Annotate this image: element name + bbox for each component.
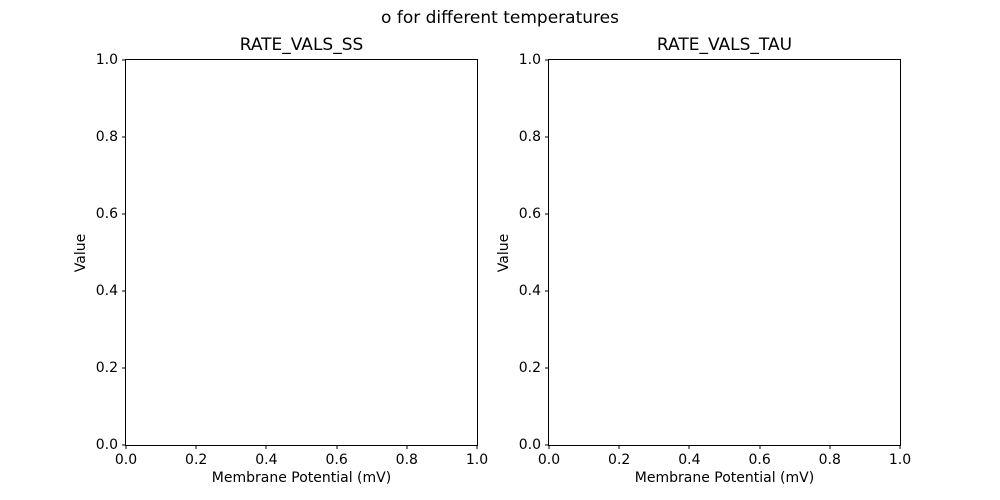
x-tick-mark bbox=[899, 445, 901, 449]
x-tick-label: 0.0 bbox=[537, 452, 561, 468]
y-tick-mark bbox=[545, 136, 549, 138]
y-tick-label: 0.2 bbox=[518, 360, 541, 376]
x-tick-mark bbox=[195, 445, 197, 449]
x-tick-mark bbox=[406, 445, 408, 449]
x-tick-label: 0.8 bbox=[395, 452, 418, 468]
y-tick-label: 0.8 bbox=[518, 129, 541, 145]
y-axis-label: Value bbox=[496, 233, 512, 272]
figure-suptitle: o for different temperatures bbox=[381, 8, 619, 28]
y-tick-mark bbox=[545, 444, 549, 446]
x-tick-mark bbox=[336, 445, 338, 449]
x-tick-mark bbox=[759, 445, 761, 449]
y-tick-mark bbox=[545, 59, 549, 61]
y-tick-mark bbox=[545, 367, 549, 369]
x-tick-mark bbox=[618, 445, 620, 449]
y-tick-label: 0.6 bbox=[518, 206, 541, 222]
x-tick-label: 0.6 bbox=[748, 452, 771, 468]
y-tick-label: 0.0 bbox=[518, 437, 541, 453]
x-tick-mark bbox=[688, 445, 690, 449]
y-tick-label: 0.6 bbox=[95, 206, 118, 222]
x-tick-label: 1.0 bbox=[888, 452, 912, 468]
subplot-title: RATE_VALS_TAU bbox=[656, 35, 793, 55]
y-tick-mark bbox=[122, 367, 126, 369]
x-tick-mark bbox=[265, 445, 267, 449]
x-tick-mark bbox=[125, 445, 127, 449]
y-tick-mark bbox=[122, 59, 126, 61]
x-tick-label: 0.2 bbox=[185, 452, 208, 468]
y-tick-mark bbox=[545, 213, 549, 215]
y-tick-label: 1.0 bbox=[95, 52, 118, 68]
x-tick-mark bbox=[476, 445, 478, 449]
y-tick-mark bbox=[122, 136, 126, 138]
x-tick-label: 0.6 bbox=[325, 452, 348, 468]
x-tick-label: 0.8 bbox=[818, 452, 841, 468]
subplot-rate-vals-ss: RATE_VALS_SS Membrane Potential (mV) Val… bbox=[73, 35, 488, 486]
x-axis-label: Membrane Potential (mV) bbox=[634, 470, 815, 486]
y-tick-mark bbox=[122, 213, 126, 215]
x-tick-label: 0.4 bbox=[678, 452, 701, 468]
x-axis-label: Membrane Potential (mV) bbox=[211, 470, 392, 486]
y-tick-label: 0.4 bbox=[95, 283, 118, 299]
y-tick-mark bbox=[122, 444, 126, 446]
y-tick-label: 0.2 bbox=[95, 360, 118, 376]
y-tick-label: 0.0 bbox=[95, 437, 118, 453]
y-tick-label: 0.4 bbox=[518, 283, 541, 299]
y-tick-mark bbox=[122, 290, 126, 292]
x-tick-label: 0.0 bbox=[114, 452, 138, 468]
y-tick-label: 1.0 bbox=[518, 52, 541, 68]
y-tick-label: 0.8 bbox=[95, 129, 118, 145]
x-tick-label: 0.4 bbox=[255, 452, 278, 468]
x-tick-mark bbox=[548, 445, 550, 449]
subplot-rate-vals-tau: RATE_VALS_TAU Membrane Potential (mV) Va… bbox=[496, 35, 911, 486]
y-axis-label: Value bbox=[73, 233, 89, 272]
x-tick-label: 0.2 bbox=[608, 452, 631, 468]
subplot-title: RATE_VALS_SS bbox=[239, 35, 364, 55]
y-tick-mark bbox=[545, 290, 549, 292]
x-tick-mark bbox=[829, 445, 831, 449]
x-tick-label: 1.0 bbox=[465, 452, 489, 468]
